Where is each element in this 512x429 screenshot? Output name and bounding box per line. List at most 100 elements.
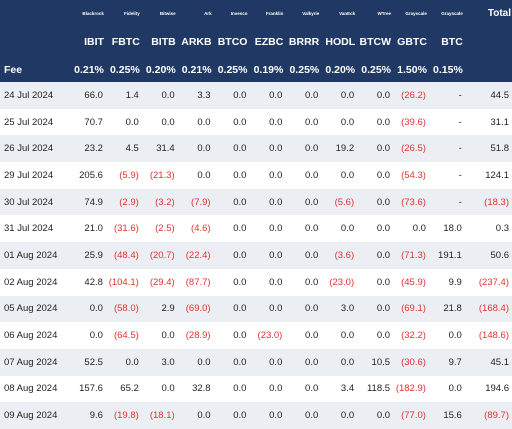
flow-value: 0.0 bbox=[177, 108, 214, 136]
flow-value: 0.0 bbox=[321, 322, 358, 349]
flow-value: 2.9 bbox=[141, 295, 178, 323]
flow-value: 0.0 bbox=[285, 402, 322, 429]
flow-value: 0.0 bbox=[141, 108, 178, 136]
fee-value: 0.20% bbox=[141, 58, 178, 82]
flow-value: 0.0 bbox=[213, 295, 250, 323]
ticker-label: GBTC bbox=[393, 26, 429, 58]
flow-value: 0.0 bbox=[213, 162, 250, 189]
row-total: 194.6 bbox=[464, 375, 512, 403]
ticker-label: ARKB bbox=[177, 26, 214, 58]
flow-value: 0.0 bbox=[357, 188, 394, 216]
flow-value: (26.5) bbox=[393, 135, 429, 163]
flow-value: (32.2) bbox=[393, 322, 429, 349]
fee-value: 0.25% bbox=[285, 58, 322, 82]
flow-value: 0.0 bbox=[213, 322, 250, 349]
flow-value: 0.0 bbox=[249, 348, 286, 376]
flow-value: 0.0 bbox=[249, 402, 286, 429]
issuer-label: Invesco bbox=[213, 0, 250, 26]
row-total: 50.6 bbox=[464, 242, 512, 269]
flow-value: 0.0 bbox=[177, 348, 214, 376]
flow-value: 0.0 bbox=[249, 268, 286, 296]
flow-value: 0.0 bbox=[213, 82, 250, 109]
fee-label: Fee bbox=[0, 58, 71, 82]
ticker-total-blank bbox=[464, 26, 512, 58]
flow-value: (21.3) bbox=[141, 162, 178, 189]
row-date: 07 Aug 2024 bbox=[0, 348, 71, 376]
issuer-label: Fidelity bbox=[105, 0, 142, 26]
flow-value: 23.2 bbox=[70, 135, 106, 163]
flow-value: (23.0) bbox=[321, 268, 358, 296]
flow-value: 15.6 bbox=[428, 402, 465, 429]
flow-value: - bbox=[428, 188, 465, 216]
flow-value: (5.9) bbox=[105, 162, 142, 189]
row-date: 02 Aug 2024 bbox=[0, 268, 71, 296]
table-row: 07 Aug 2024 52.5 0.0 3.0 0.0 0.0 0.0 0.0 0.0 10.5… bbox=[0, 348, 512, 376]
flow-value: (3.2) bbox=[141, 188, 178, 216]
flow-value: (48.4) bbox=[105, 242, 142, 269]
issuer-row: Blackrock Fidelity Bitwise Ark Invesco Frankl… bbox=[0, 0, 512, 26]
flow-value: 0.0 bbox=[285, 348, 322, 376]
ticker-label: IBIT bbox=[70, 26, 106, 58]
row-date: 26 Jul 2024 bbox=[0, 135, 71, 163]
flow-value: 0.0 bbox=[428, 322, 465, 349]
flow-value: 10.5 bbox=[357, 348, 394, 376]
flow-value: 0.0 bbox=[357, 268, 394, 296]
flow-value: 0.0 bbox=[213, 348, 250, 376]
row-date: 31 Jul 2024 bbox=[0, 215, 71, 243]
ticker-label: BTCO bbox=[213, 26, 250, 58]
flow-value: 1.4 bbox=[105, 82, 142, 109]
flow-value: 0.0 bbox=[141, 375, 178, 403]
table-row: 30 Jul 2024 74.9 (2.9) (3.2) (7.9) 0.0 0.0 0.0(… bbox=[0, 188, 512, 216]
table-row: 09 Aug 2024 9.6 (19.8) (18.1) 0.0 0.0 0.0 0.0 0.… bbox=[0, 402, 512, 429]
fee-value: 0.15% bbox=[428, 58, 465, 82]
flow-value: 0.0 bbox=[213, 402, 250, 429]
row-total: (89.7) bbox=[464, 402, 512, 429]
flow-value: 3.0 bbox=[141, 348, 178, 376]
flow-value: (22.4) bbox=[177, 242, 214, 269]
fee-value: 0.21% bbox=[70, 58, 106, 82]
flow-value: (4.6) bbox=[177, 215, 214, 243]
flow-value: 0.0 bbox=[321, 348, 358, 376]
flow-value: (20.7) bbox=[141, 242, 178, 269]
flow-value: 0.0 bbox=[249, 375, 286, 403]
fee-value: 1.50% bbox=[393, 58, 429, 82]
flow-value: 0.0 bbox=[321, 215, 358, 243]
issuer-label: Valkyrie bbox=[285, 0, 322, 26]
flow-value: 0.0 bbox=[357, 162, 394, 189]
flow-value: 21.0 bbox=[70, 215, 106, 243]
issuer-label: Ark bbox=[177, 0, 214, 26]
flow-value: - bbox=[428, 82, 465, 109]
flow-value: 0.0 bbox=[321, 162, 358, 189]
row-date: 30 Jul 2024 bbox=[0, 188, 71, 216]
fee-value: 0.25% bbox=[213, 58, 250, 82]
flow-value: 0.0 bbox=[285, 322, 322, 349]
issuer-label: Grayscale bbox=[428, 0, 465, 26]
ticker-label: FBTC bbox=[105, 26, 142, 58]
flow-value: 0.0 bbox=[249, 82, 286, 109]
flow-value: 205.6 bbox=[70, 162, 106, 189]
flow-value: 9.6 bbox=[70, 402, 106, 429]
flow-value: 0.0 bbox=[105, 348, 142, 376]
flow-value: 19.2 bbox=[321, 135, 358, 163]
flow-value: 0.0 bbox=[357, 402, 394, 429]
flow-value: 0.0 bbox=[249, 215, 286, 243]
flow-value: 0.0 bbox=[213, 215, 250, 243]
issuer-label: Bitwise bbox=[141, 0, 178, 26]
flow-value: 0.0 bbox=[357, 82, 394, 109]
flow-value: 0.0 bbox=[428, 375, 465, 403]
flow-value: (2.5) bbox=[141, 215, 178, 243]
table-row: 08 Aug 2024 157.6 65.2 0.0 32.8 0.0 0.0 0.0 3.4 1… bbox=[0, 375, 512, 403]
fee-value: 0.21% bbox=[177, 58, 214, 82]
fee-value: 0.25% bbox=[105, 58, 142, 82]
flow-value: (182.9) bbox=[393, 375, 429, 403]
flow-value: 0.0 bbox=[213, 108, 250, 136]
flow-value: 0.0 bbox=[357, 242, 394, 269]
flow-value: - bbox=[428, 135, 465, 163]
ticker-label: BRRR bbox=[285, 26, 322, 58]
row-total: (168.4) bbox=[464, 295, 512, 323]
flow-value: (104.1) bbox=[105, 268, 142, 296]
flow-value: (54.3) bbox=[393, 162, 429, 189]
flow-value: 0.0 bbox=[213, 242, 250, 269]
flow-value: 0.0 bbox=[249, 295, 286, 323]
flow-value: (69.0) bbox=[177, 295, 214, 323]
